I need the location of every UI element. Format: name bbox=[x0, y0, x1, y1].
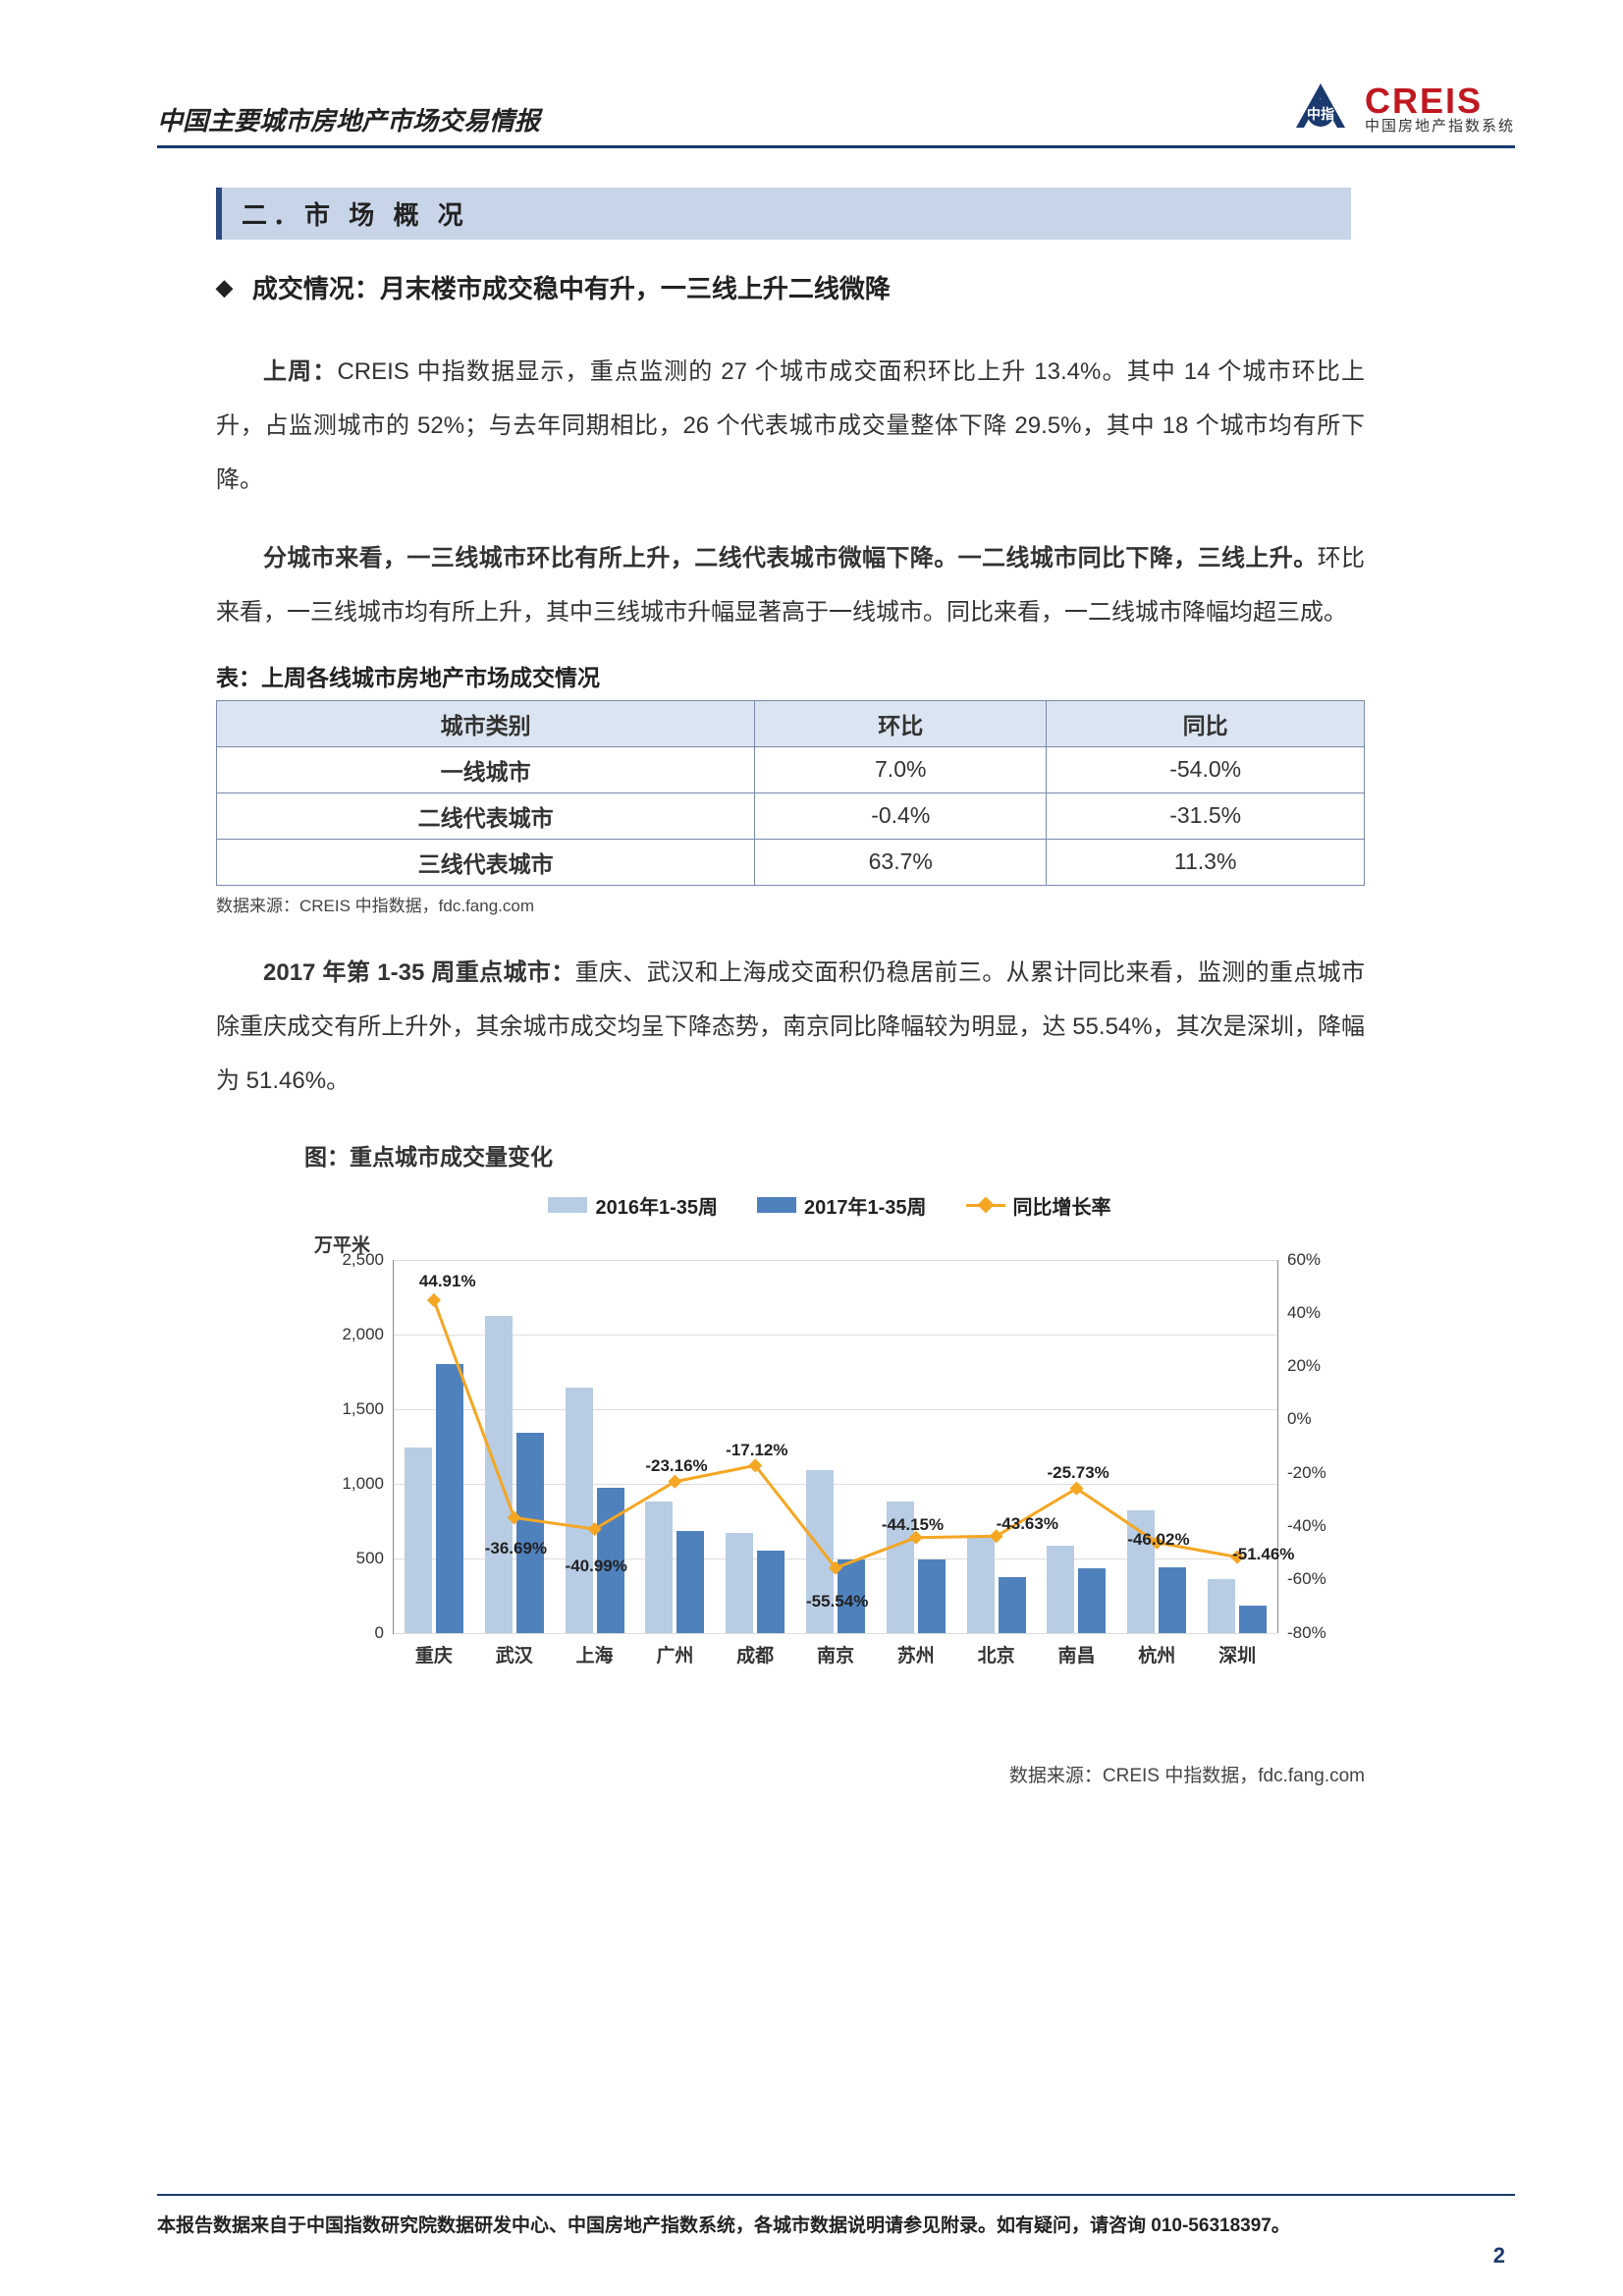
x-axis-label: 南京 bbox=[796, 1641, 875, 1667]
sub-heading: ◆ 成交情况：月末楼市成交稳中有升，一三线上升二线微降 bbox=[216, 269, 1515, 305]
legend-label-1: 2017年1-35周 bbox=[804, 1191, 927, 1220]
y-left-tick: 1,000 bbox=[330, 1474, 384, 1494]
y-left-tick: 2,500 bbox=[330, 1250, 384, 1270]
y-right-tick: -60% bbox=[1287, 1569, 1341, 1589]
document-title: 中国主要城市房地产市场交易情报 bbox=[157, 101, 540, 137]
x-axis-label: 武汉 bbox=[475, 1641, 554, 1667]
growth-point-label: -46.02% bbox=[1127, 1530, 1189, 1550]
table-row: 三线代表城市63.7%11.3% bbox=[217, 839, 1365, 885]
paragraph-2: 分城市来看，一三线城市环比有所上升，二线代表城市微幅下降。一二线城市同比下降，三… bbox=[216, 531, 1365, 639]
y-right-tick: 60% bbox=[1287, 1250, 1341, 1270]
table-cell: 三线代表城市 bbox=[217, 839, 755, 885]
right-axis-line bbox=[1277, 1260, 1278, 1633]
page-number: 2 bbox=[1493, 2243, 1505, 2269]
table-header-cell: 同比 bbox=[1047, 700, 1365, 746]
city-volume-chart: 2016年1-35周 2017年1-35周 同比增长率 万平米 05001,00… bbox=[314, 1191, 1345, 1741]
growth-point-label: -51.46% bbox=[1232, 1545, 1294, 1564]
page-footer: 本报告数据来自于中国指数研究院数据研发中心、中国房地产指数系统，各城市数据说明请… bbox=[157, 2194, 1515, 2237]
x-axis-label: 北京 bbox=[957, 1641, 1036, 1667]
table-cell: 11.3% bbox=[1047, 839, 1365, 885]
table-row: 一线城市7.0%-54.0% bbox=[217, 746, 1365, 793]
growth-point-label: -44.15% bbox=[882, 1515, 944, 1535]
growth-point-label: -40.99% bbox=[566, 1557, 627, 1576]
chart-plot-area: 05001,0001,5002,0002,500-80%-60%-40%-20%… bbox=[393, 1260, 1277, 1634]
diamond-bullet-icon: ◆ bbox=[216, 275, 233, 301]
y-right-tick: -20% bbox=[1287, 1463, 1341, 1483]
section-title: 市 场 概 况 bbox=[304, 200, 469, 230]
table-source: 数据来源：CREIS 中指数据，fdc.fang.com bbox=[216, 892, 1515, 916]
legend-label-0: 2016年1-35周 bbox=[595, 1191, 718, 1220]
growth-line bbox=[394, 1260, 1277, 1633]
svg-text:中指: 中指 bbox=[1307, 106, 1334, 122]
growth-point-label: -23.16% bbox=[645, 1456, 707, 1476]
y-left-tick: 2,000 bbox=[330, 1325, 384, 1344]
y-right-tick: -80% bbox=[1287, 1623, 1341, 1643]
creis-badge-icon: 中指 bbox=[1286, 79, 1355, 137]
growth-point-label: -25.73% bbox=[1047, 1463, 1109, 1483]
logo-main-text: CREIS bbox=[1365, 83, 1515, 119]
page-header: 中国主要城市房地产市场交易情报 中指 CREIS 中国房地产指数系统 bbox=[157, 79, 1515, 148]
y-right-tick: -40% bbox=[1287, 1516, 1341, 1536]
growth-point-label: -43.63% bbox=[997, 1514, 1058, 1534]
para3-lead: 2017 年第 1-35 周重点城市： bbox=[263, 959, 575, 986]
table-row: 二线代表城市-0.4%-31.5% bbox=[217, 793, 1365, 839]
table-cell: 二线代表城市 bbox=[217, 793, 755, 839]
table-cell: 一线城市 bbox=[217, 746, 755, 793]
y-left-tick: 1,500 bbox=[330, 1399, 384, 1419]
paragraph-3: 2017 年第 1-35 周重点城市：重庆、武汉和上海成交面积仍稳居前三。从累计… bbox=[216, 946, 1365, 1109]
table-cell: -31.5% bbox=[1047, 793, 1365, 839]
table-cell: -0.4% bbox=[755, 793, 1047, 839]
chart-legend: 2016年1-35周 2017年1-35周 同比增长率 bbox=[314, 1191, 1345, 1220]
table-caption: 表：上周各线城市房地产市场成交情况 bbox=[216, 659, 1515, 692]
section-number: 二． bbox=[242, 200, 304, 230]
legend-label-2: 同比增长率 bbox=[1013, 1191, 1111, 1220]
x-axis-label: 成都 bbox=[716, 1641, 794, 1667]
table-cell: -54.0% bbox=[1047, 746, 1365, 793]
legend-item-growth: 同比增长率 bbox=[966, 1191, 1111, 1220]
growth-point-label: -36.69% bbox=[485, 1539, 547, 1558]
x-axis-label: 南昌 bbox=[1037, 1641, 1115, 1667]
x-axis-label: 广州 bbox=[635, 1641, 714, 1667]
table-header-cell: 城市类别 bbox=[217, 700, 755, 746]
para2-lead: 分城市来看，一三线城市环比有所上升，二线代表城市微幅下降。一二线城市同比下降，三… bbox=[263, 545, 1318, 572]
x-axis-label: 上海 bbox=[556, 1641, 634, 1667]
x-axis-label: 杭州 bbox=[1117, 1641, 1196, 1667]
growth-point-label: -55.54% bbox=[806, 1592, 868, 1612]
paragraph-1: 上周：CREIS 中指数据显示，重点监测的 27 个城市成交面积环比上升 13.… bbox=[216, 345, 1365, 508]
y-left-tick: 0 bbox=[330, 1623, 384, 1643]
para1-body: CREIS 中指数据显示，重点监测的 27 个城市成交面积环比上升 13.4%。… bbox=[216, 358, 1365, 493]
city-tier-table: 城市类别环比同比 一线城市7.0%-54.0%二线代表城市-0.4%-31.5%… bbox=[216, 700, 1365, 886]
logo: 中指 CREIS 中国房地产指数系统 bbox=[1286, 79, 1515, 137]
legend-item-2017: 2017年1-35周 bbox=[757, 1191, 927, 1220]
para1-lead: 上周： bbox=[263, 358, 337, 385]
table-cell: 63.7% bbox=[755, 839, 1047, 885]
x-axis-label: 重庆 bbox=[395, 1641, 473, 1667]
y-left-tick: 500 bbox=[330, 1549, 384, 1568]
logo-sub-text: 中国房地产指数系统 bbox=[1365, 119, 1515, 134]
x-axis-label: 苏州 bbox=[877, 1641, 955, 1667]
chart-caption: 图：重点城市成交量变化 bbox=[304, 1138, 1515, 1172]
legend-swatch-icon bbox=[548, 1197, 587, 1213]
y-right-tick: 40% bbox=[1287, 1303, 1341, 1323]
growth-point-label: 44.91% bbox=[419, 1272, 476, 1291]
legend-swatch-icon bbox=[757, 1197, 796, 1213]
footer-text: 本报告数据来自于中国指数研究院数据研发中心、中国房地产指数系统，各城市数据说明请… bbox=[157, 2194, 1515, 2237]
y-right-tick: 20% bbox=[1287, 1356, 1341, 1376]
section-heading: 二．市 场 概 况 bbox=[216, 188, 1351, 240]
legend-line-icon bbox=[966, 1204, 1005, 1207]
growth-point-label: -17.12% bbox=[726, 1441, 787, 1460]
y-right-tick: 0% bbox=[1287, 1409, 1341, 1429]
sub-heading-text: 成交情况：月末楼市成交稳中有升，一三线上升二线微降 bbox=[252, 269, 891, 305]
table-header-cell: 环比 bbox=[755, 700, 1047, 746]
table-cell: 7.0% bbox=[755, 746, 1047, 793]
x-axis-label: 深圳 bbox=[1198, 1641, 1276, 1667]
chart-source: 数据来源：CREIS 中指数据，fdc.fang.com bbox=[157, 1761, 1365, 1787]
legend-item-2016: 2016年1-35周 bbox=[548, 1191, 718, 1220]
